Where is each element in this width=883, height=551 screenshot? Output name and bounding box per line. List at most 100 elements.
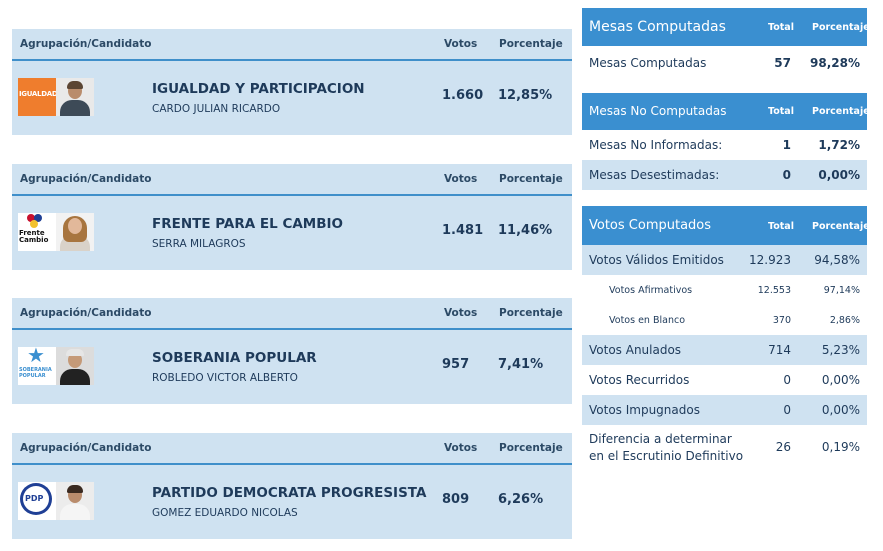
logo-text: SOBERANIA POPULAR (19, 367, 52, 379)
party-name: FRENTE PARA EL CAMBIO (152, 216, 344, 232)
row-total: 0 (782, 168, 791, 182)
header-percent: Porcentaje (499, 442, 563, 454)
row-percent: 5,23% (821, 343, 860, 357)
table-row: Votos en Blanco 370 2,86% (582, 305, 867, 335)
header-percent: Porcentaje (499, 307, 563, 319)
table-header: Votos Computados Total Porcentaje (582, 206, 870, 245)
header-percent: Porcentaje (812, 221, 870, 232)
row-label: Votos Válidos Emitidos (589, 253, 724, 267)
candidate-photo (56, 78, 94, 116)
party-name: IGUALDAD Y PARTICIPACION (152, 81, 365, 97)
igualdad-logo-icon: IGUALDAD (18, 78, 58, 116)
candidate-card: Agrupación/Candidato Votos Porcentaje Fr… (12, 164, 572, 270)
table-header: Mesas Computadas Total Porcentaje (582, 8, 870, 46)
votos-computados-table: Votos Computados Total Porcentaje Votos … (582, 206, 870, 465)
row-label: Mesas No Informadas: (589, 138, 723, 152)
party-name: PARTIDO DEMOCRATA PROGRESISTA (152, 485, 427, 501)
header-group: Agrupación/Candidato (20, 442, 152, 454)
candidate-card: Agrupación/Candidato Votos Porcentaje IG… (12, 29, 572, 135)
row-total: 26 (775, 440, 791, 454)
candidate-votes: 809 (442, 492, 470, 507)
candidate-name: SERRA MILAGROS (152, 238, 246, 250)
card-body: IGUALDAD IGUALDAD Y PARTICIPACION CARDO … (12, 61, 572, 135)
table-row: Votos Impugnados 0 0,00% (582, 395, 867, 425)
card-body: ★ SOBERANIA POPULAR SOBERANIA POPULAR RO… (12, 330, 572, 404)
party-logo: IGUALDAD (18, 78, 94, 116)
row-label: Votos Afirmativos (609, 285, 693, 296)
candidate-photo (56, 347, 94, 385)
candidate-votes: 957 (442, 357, 470, 372)
header-group: Agrupación/Candidato (20, 38, 152, 50)
candidate-percent: 11,46% (498, 223, 553, 238)
logo-text: IGUALDAD (19, 90, 58, 98)
row-label: Votos Recurridos (589, 373, 690, 387)
table-row: Votos Recurridos 0 0,00% (582, 365, 867, 395)
row-total: 0 (783, 403, 791, 417)
candidate-votes: 1.481 (442, 223, 484, 238)
row-percent: 94,58% (814, 253, 860, 267)
candidate-name: GOMEZ EDUARDO NICOLAS (152, 507, 298, 519)
row-percent: 0,00% (821, 403, 860, 417)
table-row: Votos Anulados 714 5,23% (582, 335, 867, 365)
table-row: Diferencia a determinar en el Escrutinio… (582, 425, 867, 465)
row-label: Mesas Desestimadas: (589, 168, 720, 182)
row-label-line2: en el Escrutinio Definitivo (589, 449, 744, 463)
candidate-card: Agrupación/Candidato Votos Porcentaje ★ … (12, 298, 572, 404)
header-total: Total (768, 221, 794, 232)
candidate-percent: 6,26% (498, 492, 544, 507)
party-logo: Frente Cambio (18, 213, 94, 251)
candidate-percent: 7,41% (498, 357, 544, 372)
candidate-card: Agrupación/Candidato Votos Porcentaje PD… (12, 433, 572, 539)
row-total: 370 (772, 315, 791, 326)
row-label: Mesas Computadas (589, 56, 707, 70)
row-label: Diferencia a determinar (589, 432, 732, 446)
row-percent: 1,72% (818, 138, 860, 152)
header-total: Total (768, 22, 794, 33)
mesas-no-computadas-table: Mesas No Computadas Total Porcentaje Mes… (582, 93, 870, 190)
candidate-name: ROBLEDO VICTOR ALBERTO (152, 372, 298, 384)
party-logo: ★ SOBERANIA POPULAR (18, 347, 94, 385)
header-votes: Votos (444, 307, 478, 319)
header-votes: Votos (444, 442, 478, 454)
table-title: Mesas Computadas (589, 19, 726, 35)
card-header: Agrupación/Candidato Votos Porcentaje (12, 433, 572, 465)
header-percent: Porcentaje (499, 38, 563, 50)
table-header: Mesas No Computadas Total Porcentaje (582, 93, 870, 130)
card-header: Agrupación/Candidato Votos Porcentaje (12, 164, 572, 196)
mesas-computadas-table: Mesas Computadas Total Porcentaje Mesas … (582, 8, 870, 80)
header-group: Agrupación/Candidato (20, 173, 152, 185)
header-percent: Porcentaje (812, 22, 870, 33)
table-row: Votos Válidos Emitidos 12.923 94,58% (582, 245, 867, 275)
header-votes: Votos (444, 38, 478, 50)
candidate-photo (56, 213, 94, 251)
card-body: PDP PARTIDO DEMOCRATA PROGRESISTA GOMEZ … (12, 465, 572, 539)
party-name: SOBERANIA POPULAR (152, 350, 317, 366)
table-row: Mesas Desestimadas: 0 0,00% (582, 160, 867, 190)
logo-text: PDP (25, 494, 44, 503)
candidate-percent: 12,85% (498, 88, 553, 103)
header-votes: Votos (444, 173, 478, 185)
star-logo-icon: ★ SOBERANIA POPULAR (18, 347, 56, 385)
header-percent: Porcentaje (499, 173, 563, 185)
frente-logo-icon: Frente Cambio (18, 213, 56, 251)
logo-text: Frente Cambio (19, 229, 49, 244)
row-label: Votos Impugnados (589, 403, 700, 417)
pdp-logo-icon: PDP (18, 482, 56, 520)
party-logo: PDP (18, 482, 94, 520)
header-group: Agrupación/Candidato (20, 307, 152, 319)
header-percent: Porcentaje (812, 106, 870, 117)
row-label: Votos en Blanco (609, 315, 685, 326)
row-total: 57 (774, 56, 791, 70)
card-header: Agrupación/Candidato Votos Porcentaje (12, 298, 572, 330)
candidate-photo (56, 482, 94, 520)
table-row: Votos Afirmativos 12.553 97,14% (582, 275, 867, 305)
row-total: 1 (782, 138, 791, 152)
row-total: 0 (783, 373, 791, 387)
row-percent: 97,14% (823, 285, 860, 296)
row-percent: 2,86% (829, 315, 860, 326)
card-body: Frente Cambio FRENTE PARA EL CAMBIO SERR… (12, 196, 572, 270)
table-row: Mesas Computadas 57 98,28% (582, 46, 867, 80)
table-title: Mesas No Computadas (589, 104, 727, 118)
header-total: Total (768, 106, 794, 117)
row-percent: 0,00% (818, 168, 860, 182)
